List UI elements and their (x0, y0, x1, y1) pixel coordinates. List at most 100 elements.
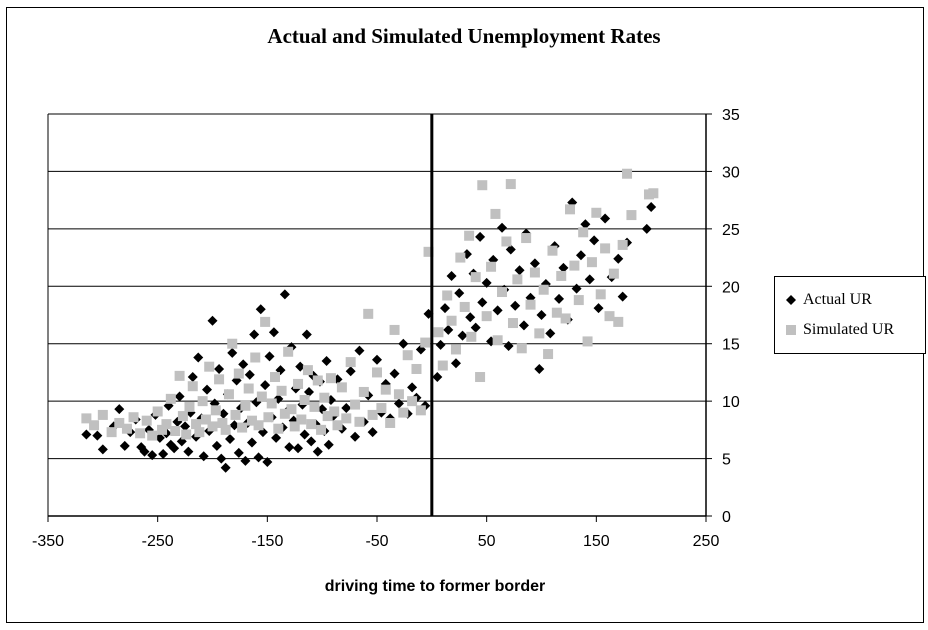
point-simulated-57 (312, 375, 323, 386)
point-simulated-89 (450, 344, 461, 355)
point-simulated-44 (270, 372, 281, 383)
point-simulated-81 (411, 363, 422, 374)
point-actual-67 (284, 442, 295, 453)
point-actual-112 (439, 303, 450, 314)
point-simulated-102 (501, 236, 512, 247)
point-simulated-17 (181, 429, 192, 440)
point-actual-111 (435, 339, 446, 350)
point-simulated-70 (363, 308, 374, 319)
point-simulated-99 (490, 208, 501, 219)
chart-frame (6, 7, 924, 623)
point-simulated-37 (246, 415, 257, 426)
point-actual-133 (514, 265, 525, 276)
x-tick-labels: -350 -250 -150 -50 50 150 250 (32, 533, 719, 550)
point-actual-130 (503, 341, 514, 352)
point-actual-101 (389, 368, 400, 379)
point-actual-139 (536, 310, 547, 320)
point-actual-90 (341, 403, 352, 414)
y-tick-label-1: 5 (722, 452, 731, 469)
point-simulated-106 (516, 343, 527, 354)
point-actual-92 (350, 431, 361, 442)
point-simulated-124 (595, 289, 606, 300)
point-simulated-82 (415, 405, 426, 416)
point-actual-148 (575, 250, 586, 261)
gridlines (48, 113, 706, 517)
point-simulated-61 (325, 373, 336, 384)
point-simulated-126 (604, 311, 615, 322)
point-simulated-27 (214, 374, 225, 385)
legend-label-actual: Actual UR (803, 291, 872, 308)
point-actual-56 (260, 380, 271, 391)
point-simulated-12 (161, 419, 172, 430)
point-simulated-78 (398, 407, 409, 418)
point-simulated-73 (376, 403, 387, 414)
point-simulated-51 (293, 378, 304, 389)
point-simulated-33 (233, 368, 244, 379)
point-actual-1 (92, 430, 103, 441)
point-simulated-42 (263, 412, 274, 423)
point-simulated-1 (89, 420, 100, 431)
point-actual-29 (198, 451, 209, 462)
point-actual-37 (218, 408, 229, 419)
point-actual-155 (613, 253, 624, 264)
point-actual-102 (393, 398, 404, 409)
point-simulated-115 (556, 270, 567, 281)
point-simulated-31 (227, 338, 238, 349)
point-simulated-28 (217, 417, 228, 428)
point-simulated-97 (481, 311, 492, 322)
point-simulated-58 (316, 424, 327, 435)
point-simulated-2 (97, 409, 108, 420)
point-simulated-120 (578, 227, 589, 238)
point-actual-124 (481, 277, 492, 288)
point-simulated-23 (200, 414, 211, 425)
point-simulated-47 (279, 408, 290, 419)
point-simulated-29 (220, 424, 231, 435)
point-simulated-43 (266, 398, 277, 409)
point-simulated-88 (446, 315, 457, 326)
point-simulated-118 (569, 260, 580, 271)
point-actual-97 (372, 354, 382, 365)
point-actual-76 (304, 386, 315, 397)
point-simulated-127 (608, 268, 619, 279)
point-simulated-30 (223, 389, 234, 400)
point-simulated-41 (260, 316, 271, 327)
y-tick-label-3: 15 (722, 337, 740, 354)
point-actual-49 (244, 369, 255, 380)
point-actual-34 (211, 440, 222, 451)
point-actual-80 (312, 446, 323, 457)
point-simulated-20 (191, 419, 202, 430)
point-actual-138 (534, 363, 545, 374)
x-tick-label-5: 150 (583, 533, 610, 550)
point-actual-42 (229, 420, 240, 431)
point-simulated-83 (420, 337, 431, 348)
point-actual-91 (345, 366, 356, 377)
point-actual-38 (220, 462, 231, 473)
point-simulated-39 (253, 420, 264, 431)
point-simulated-4 (114, 417, 125, 428)
point-simulated-94 (470, 272, 481, 283)
point-actual-121 (470, 322, 481, 333)
point-actual-9 (139, 446, 150, 457)
point-simulated-121 (582, 336, 593, 347)
point-actual-14 (158, 448, 169, 459)
point-simulated-55 (306, 419, 317, 430)
point-simulated-68 (354, 416, 365, 427)
point-simulated-8 (141, 415, 152, 426)
point-actual-116 (454, 288, 465, 299)
point-actual-72 (295, 361, 306, 372)
x-axis-title: driving time to former border (324, 578, 546, 595)
point-actual-51 (249, 329, 260, 340)
point-simulated-14 (170, 426, 181, 437)
point-simulated-7 (135, 428, 146, 439)
point-simulated-123 (591, 207, 602, 218)
point-simulated-77 (393, 389, 404, 400)
point-actual-36 (216, 453, 227, 464)
point-actual-119 (465, 312, 476, 323)
point-simulated-130 (622, 168, 633, 179)
y-tick-label-4: 20 (722, 279, 740, 296)
point-actual-143 (554, 293, 565, 304)
point-actual-132 (510, 300, 521, 311)
point-actual-47 (240, 455, 251, 466)
point-actual-5 (119, 440, 130, 451)
